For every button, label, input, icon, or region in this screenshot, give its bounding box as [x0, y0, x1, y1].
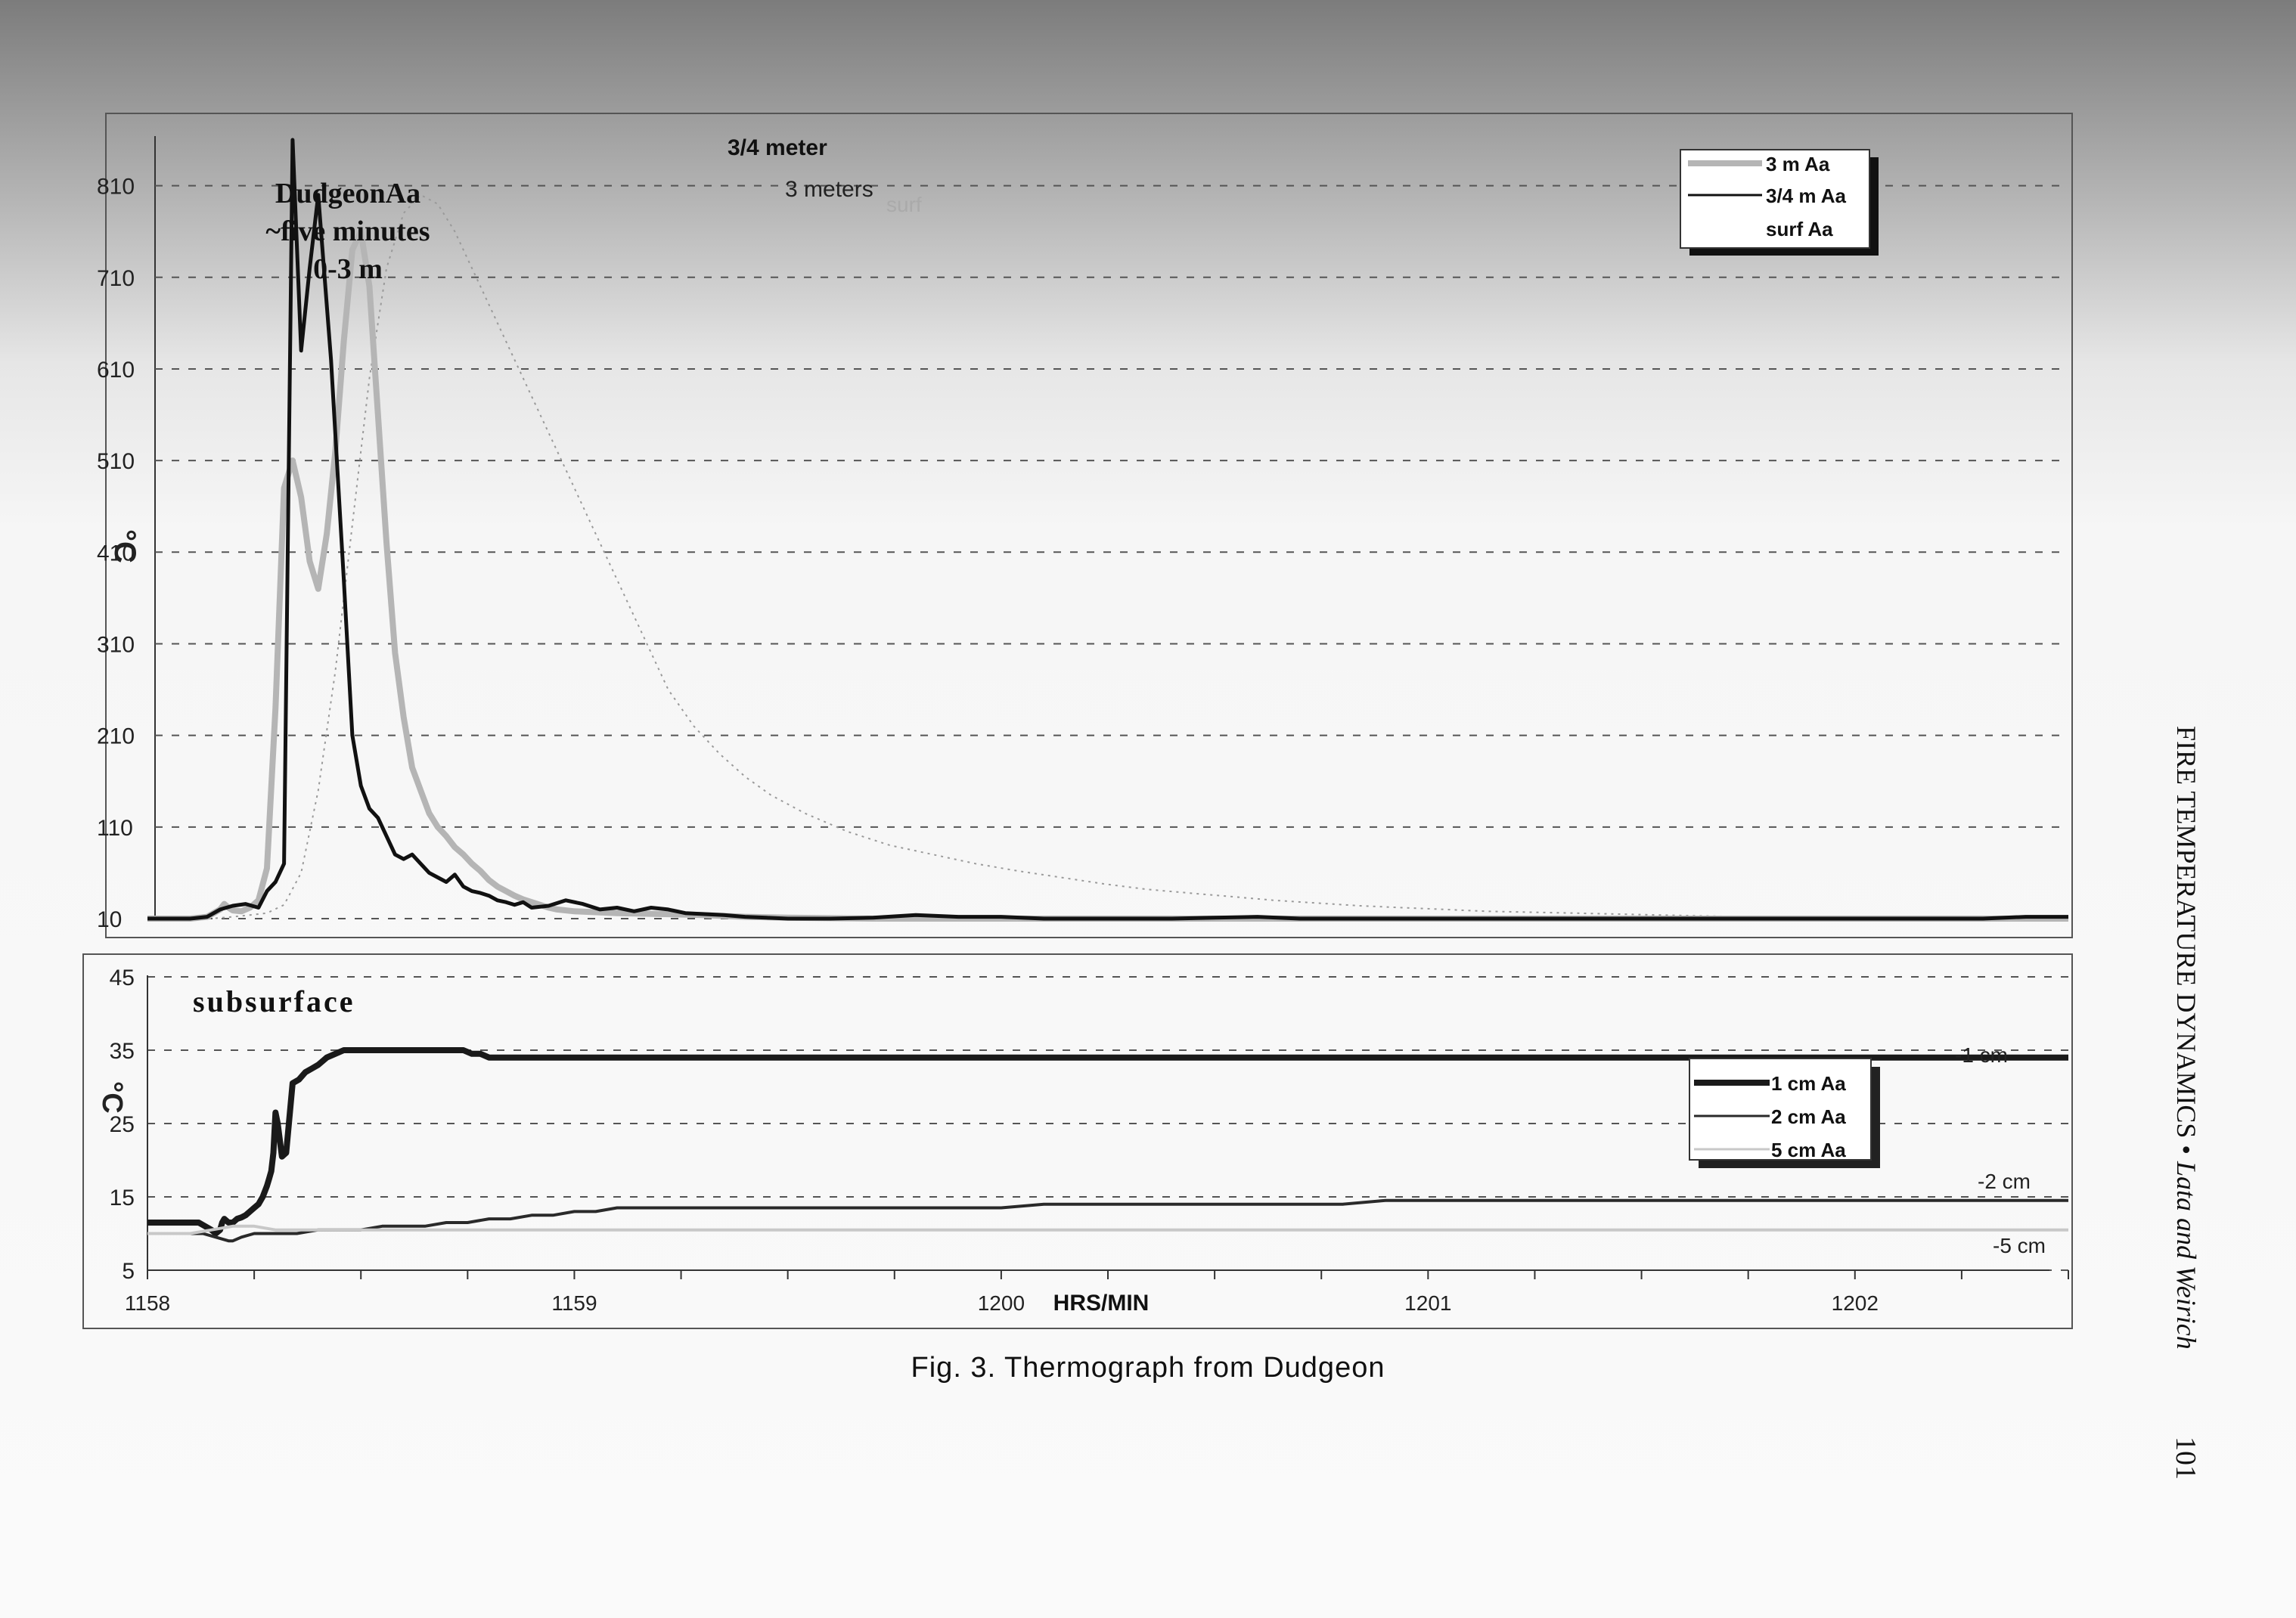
running-head: FIRE TEMPERATURE DYNAMICS • Lata and Wei… — [2170, 726, 2202, 1350]
lower-legend-box — [1689, 1058, 1872, 1161]
lower-series-1 — [147, 1047, 2068, 1237]
lower-series-2 — [147, 1198, 2068, 1243]
upper-series-3 — [147, 138, 2068, 921]
page-number: 101 — [2170, 1437, 2201, 1480]
lower-chart-panel: 5 15 25 35 45 1158 1159 1200 1201 1202 °C subsur… — [82, 953, 2073, 1329]
upper-y-tick-label: 610 — [97, 358, 135, 383]
upper-chart-title: DudgeonAa ~five minutes 0-3 m — [265, 178, 430, 285]
lower-series-group — [147, 1047, 2068, 1243]
upper-y-tick-labels: 10 110 210 310 410 510 610 710 810 — [97, 175, 135, 932]
running-head-authors: Lata and Weirich — [2171, 1161, 2201, 1350]
upper-y-axis-label: °C — [108, 529, 141, 563]
x-tick-label: 1158 — [125, 1291, 170, 1315]
lower-y-axis-label: °C — [96, 1081, 128, 1114]
upper-y-tick-label: 110 — [97, 816, 133, 841]
upper-series-2 — [147, 228, 2068, 922]
upper-y-tick-label: 810 — [97, 175, 135, 200]
upper-title-line-1: DudgeonAa — [275, 178, 420, 209]
upper-y-tick-label: 210 — [97, 724, 135, 749]
end-label-1cm: -1 cm — [1955, 1043, 2008, 1067]
legend-label-1cm: 1 cm Aa — [1771, 1072, 1846, 1095]
upper-legend: 3 m Aa 3/4 m Aa surf Aa — [1680, 149, 1879, 256]
upper-y-tick-label: 10 — [97, 907, 122, 932]
upper-chart-frame — [105, 113, 2073, 938]
end-label-2cm: -2 cm — [1978, 1170, 2031, 1193]
lower-chart-frame — [82, 953, 2073, 1329]
upper-title-line-2: ~five minutes — [265, 215, 430, 247]
surf-annotation: surf — [886, 193, 922, 216]
legend-label-2cm: 2 cm Aa — [1771, 1105, 1846, 1128]
x-axis-label: HRS/MIN — [1053, 1291, 1150, 1316]
upper-series-1 — [147, 194, 2068, 919]
upper-y-tick-label: 310 — [97, 632, 135, 657]
x-tick-label: 1202 — [1832, 1291, 1879, 1315]
upper-chart-panel: 10 110 210 310 410 510 610 710 810 °C DudgeonAa … — [97, 113, 2073, 938]
running-head-separator: • — [2171, 1138, 2201, 1162]
legend-label-5cm: 5 cm Aa — [1771, 1139, 1846, 1161]
x-tick-label: 1200 — [978, 1291, 1025, 1315]
figure-caption: Fig. 3. Thermograph from Dudgeon — [911, 1352, 1385, 1384]
legend-label-surf: surf Aa — [1766, 218, 1833, 240]
legend-label-3m: 3 m Aa — [1766, 153, 1830, 175]
lower-y-tick-label: 25 — [110, 1112, 135, 1137]
upper-gridlines — [155, 184, 2068, 919]
upper-y-tick-label: 710 — [97, 266, 135, 291]
upper-y-tick-label: 410 — [97, 541, 135, 566]
lower-y-tick-label: 35 — [110, 1039, 135, 1064]
upper-y-tick-label: 510 — [97, 449, 135, 474]
upper-series-group — [147, 138, 2068, 922]
lower-series-3 — [147, 1224, 2068, 1235]
legend-label-three-quarter-m: 3/4 m Aa — [1766, 184, 1847, 207]
lower-y-tick-label: 45 — [110, 966, 135, 990]
end-label-5cm: -5 cm — [1993, 1234, 2046, 1257]
lower-chart-title: subsurface — [193, 984, 355, 1018]
running-head-title: FIRE TEMPERATURE DYNAMICS — [2171, 726, 2201, 1139]
x-tick-labels: 1158 1159 1200 1201 1202 — [125, 1270, 2069, 1315]
x-tick-label: 1201 — [1404, 1291, 1451, 1315]
lower-y-tick-label: 5 — [122, 1259, 135, 1284]
peak-annotation-three-quarter-meter: 3/4 meter — [728, 135, 827, 160]
upper-title-line-3: 0-3 m — [313, 253, 383, 285]
lower-y-tick-labels: 5 15 25 35 45 — [110, 966, 135, 1284]
lower-y-tick-label: 15 — [110, 1186, 135, 1210]
x-tick-label: 1159 — [551, 1291, 597, 1315]
peak-annotation-three-meters: 3 meters — [785, 177, 873, 202]
lower-legend: 1 cm Aa 2 cm Aa 5 cm Aa — [1689, 1058, 1880, 1168]
